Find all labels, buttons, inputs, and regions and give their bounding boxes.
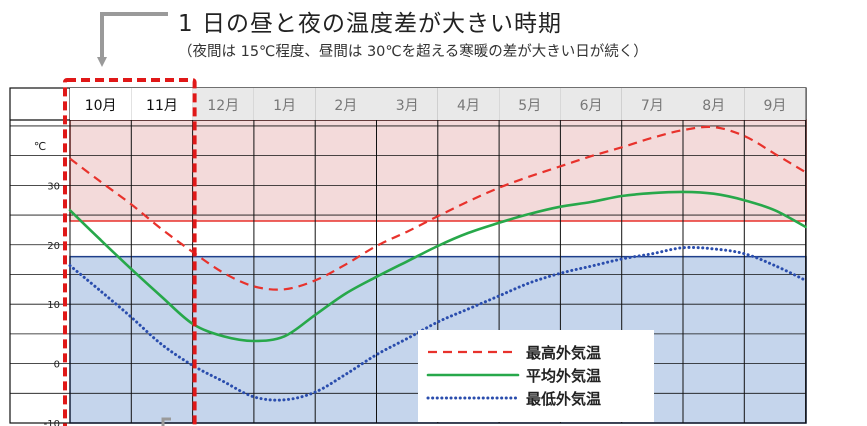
month-label: 10月 [85, 98, 117, 114]
month-cell [253, 88, 316, 120]
y-tick-label: -10 [44, 419, 60, 426]
bottom-pointer [161, 417, 171, 426]
legend-label: 最高外気温 [526, 344, 601, 362]
month-cell [192, 88, 254, 120]
month-cell [131, 88, 193, 120]
month-cell [499, 88, 561, 120]
month-label: 1月 [273, 98, 296, 114]
month-label: 5月 [518, 98, 541, 114]
month-label: 11月 [146, 98, 178, 114]
month-label: 6月 [580, 98, 603, 114]
month-label: 2月 [334, 98, 357, 114]
y-tick-label: 10 [47, 300, 60, 311]
month-cell [621, 88, 683, 120]
month-cell [560, 88, 622, 120]
min-temp-line [68, 245, 808, 402]
month-cell [683, 88, 745, 120]
month-cell [437, 88, 500, 120]
legend-label: 最低外気温 [526, 390, 601, 408]
month-label: 9月 [763, 98, 786, 114]
y-tick-label: 20 [47, 241, 60, 252]
legend-label: 平均外気温 [526, 367, 601, 385]
y-tick-label: 30 [47, 181, 60, 192]
month-cell [744, 88, 806, 120]
month-label: 12月 [207, 98, 239, 114]
month-label: 3月 [396, 98, 419, 114]
month-cell [315, 88, 377, 120]
month-label: 7月 [641, 98, 664, 114]
month-label: 4月 [457, 98, 480, 114]
chart-subtitle: （夜間は 15℃程度、昼間は 30℃を超える寒暖の差が大きい日が続く） [178, 44, 648, 60]
y-tick-label: 0 [54, 360, 60, 371]
month-cell [376, 88, 438, 120]
chart-title: 1 日の昼と夜の温度差が大きい時期 [178, 11, 562, 37]
pointer-arrow [97, 12, 168, 67]
month-label: 8月 [702, 98, 725, 114]
month-cell [70, 88, 132, 120]
highlight-period-box [63, 78, 197, 426]
y-unit-label: ℃ [34, 140, 46, 153]
